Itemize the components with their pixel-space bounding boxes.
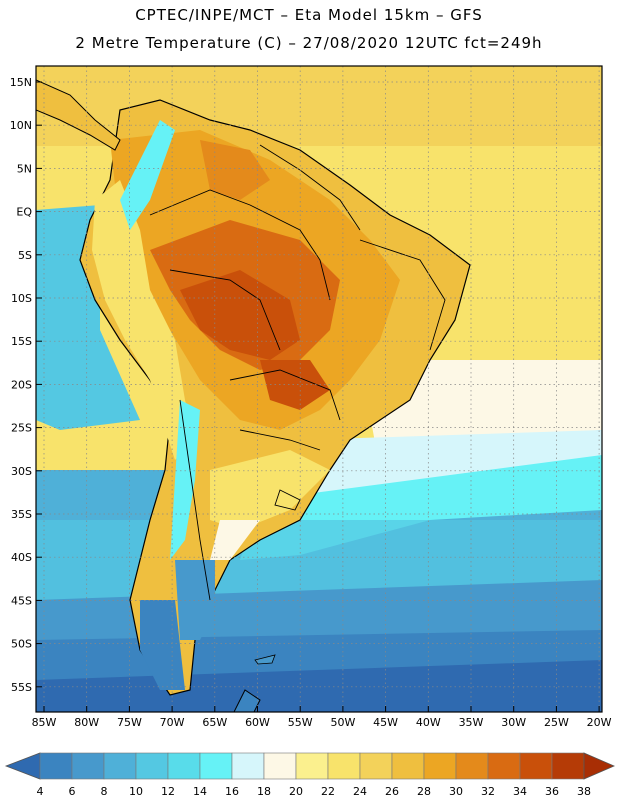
lon-label: 20W	[587, 716, 612, 729]
lon-label: 65W	[202, 716, 227, 729]
country-borders	[149, 144, 446, 601]
lat-label: 5S	[18, 249, 32, 262]
lat-label: 55S	[11, 681, 32, 694]
colorbar-tick-label: 26	[385, 785, 399, 798]
colorbar-cell	[71, 752, 105, 780]
lat-label: 50S	[11, 638, 32, 651]
colorbar-cell	[487, 752, 521, 780]
colorbar-cell	[39, 752, 73, 780]
lon-label: 40W	[416, 716, 441, 729]
colorbar-tick-label: 20	[289, 785, 303, 798]
colorbar-cell	[167, 752, 201, 780]
lon-label: 60W	[245, 716, 270, 729]
lon-label: 30W	[501, 716, 526, 729]
colorbar-tick-label: 22	[321, 785, 335, 798]
colorbar-cell	[103, 752, 137, 780]
colorbar-tick-label: 30	[449, 785, 463, 798]
lon-label: 25W	[544, 716, 569, 729]
longitude-labels: 85W 80W 75W 70W 65W 60W 55W 50W 45W 40W 35W 30W 25W 2…	[32, 706, 612, 729]
colorbar-tick-label: 6	[69, 785, 76, 798]
colorbar-tick-label: 16	[225, 785, 239, 798]
map-subtitle: 2 Metre Temperature (C) – 27/08/2020 12U…	[75, 34, 543, 52]
lat-label: 15N	[10, 76, 32, 89]
lat-label: 20S	[11, 378, 32, 391]
lon-label: 50W	[330, 716, 355, 729]
colorbar-tick-label: 18	[257, 785, 271, 798]
lat-label: 15S	[11, 335, 32, 348]
lon-label: 35W	[459, 716, 484, 729]
lat-label: 5N	[17, 162, 32, 175]
temperature-map: 15N 10N 5N EQ 5S 10S 15S 20S 25S 30S 35S 40S 45S 50S 5…	[10, 65, 612, 729]
colorbar-cell	[263, 752, 297, 780]
colorbar-tick-label: 14	[193, 785, 207, 798]
lon-label: 55W	[288, 716, 313, 729]
colorbar-tick-label: 4	[37, 785, 44, 798]
colorbar-tick-label: 10	[129, 785, 143, 798]
colorbar-cell	[135, 752, 169, 780]
colorbar-min-arrow	[4, 752, 41, 780]
lat-label: 35S	[11, 508, 32, 521]
lat-label: 45S	[11, 594, 32, 607]
lat-label: 10S	[11, 292, 32, 305]
colorbar-tick-label: 24	[353, 785, 367, 798]
temperature-field	[36, 66, 602, 712]
lat-label: 25S	[11, 422, 32, 435]
colorbar-cell	[199, 752, 233, 780]
lon-label: 75W	[117, 716, 142, 729]
lat-label: EQ	[16, 206, 32, 219]
colorbar-tick-label: 12	[161, 785, 175, 798]
colorbar-cell	[231, 752, 265, 780]
colorbar-tick-label: 38	[577, 785, 591, 798]
latitude-labels: 15N 10N 5N EQ 5S 10S 15S 20S 25S 30S 35S 40S 45S 50S 5…	[10, 76, 42, 694]
lon-label: 45W	[373, 716, 398, 729]
lat-label: 30S	[11, 465, 32, 478]
colorbar-cell	[359, 752, 393, 780]
lat-label: 40S	[11, 551, 32, 564]
colorbar-cell	[391, 752, 425, 780]
plot-frame	[35, 65, 603, 713]
colorbar-tick-label: 8	[101, 785, 108, 798]
colorbar-cell	[551, 752, 585, 780]
map-title: CPTEC/INPE/MCT – Eta Model 15km – GFS	[135, 6, 483, 24]
lat-label: 10N	[10, 119, 32, 132]
lon-label: 85W	[32, 716, 57, 729]
lon-label: 80W	[74, 716, 99, 729]
colorbar-tick-label: 28	[417, 785, 431, 798]
colorbar-tick-label: 32	[481, 785, 495, 798]
colorbar: 4 6 8 10 12 14 16 18 20 22 24 26 28 30 32 34 36 38	[4, 752, 616, 798]
colorbar-max-arrow	[583, 752, 616, 780]
lon-label: 70W	[160, 716, 185, 729]
colorbar-cell	[327, 752, 361, 780]
colorbar-cell	[519, 752, 553, 780]
colorbar-cell	[423, 752, 457, 780]
colorbar-tick-label: 36	[545, 785, 559, 798]
colorbar-tick-label: 34	[513, 785, 527, 798]
colorbar-cell	[455, 752, 489, 780]
colorbar-cell	[295, 752, 329, 780]
